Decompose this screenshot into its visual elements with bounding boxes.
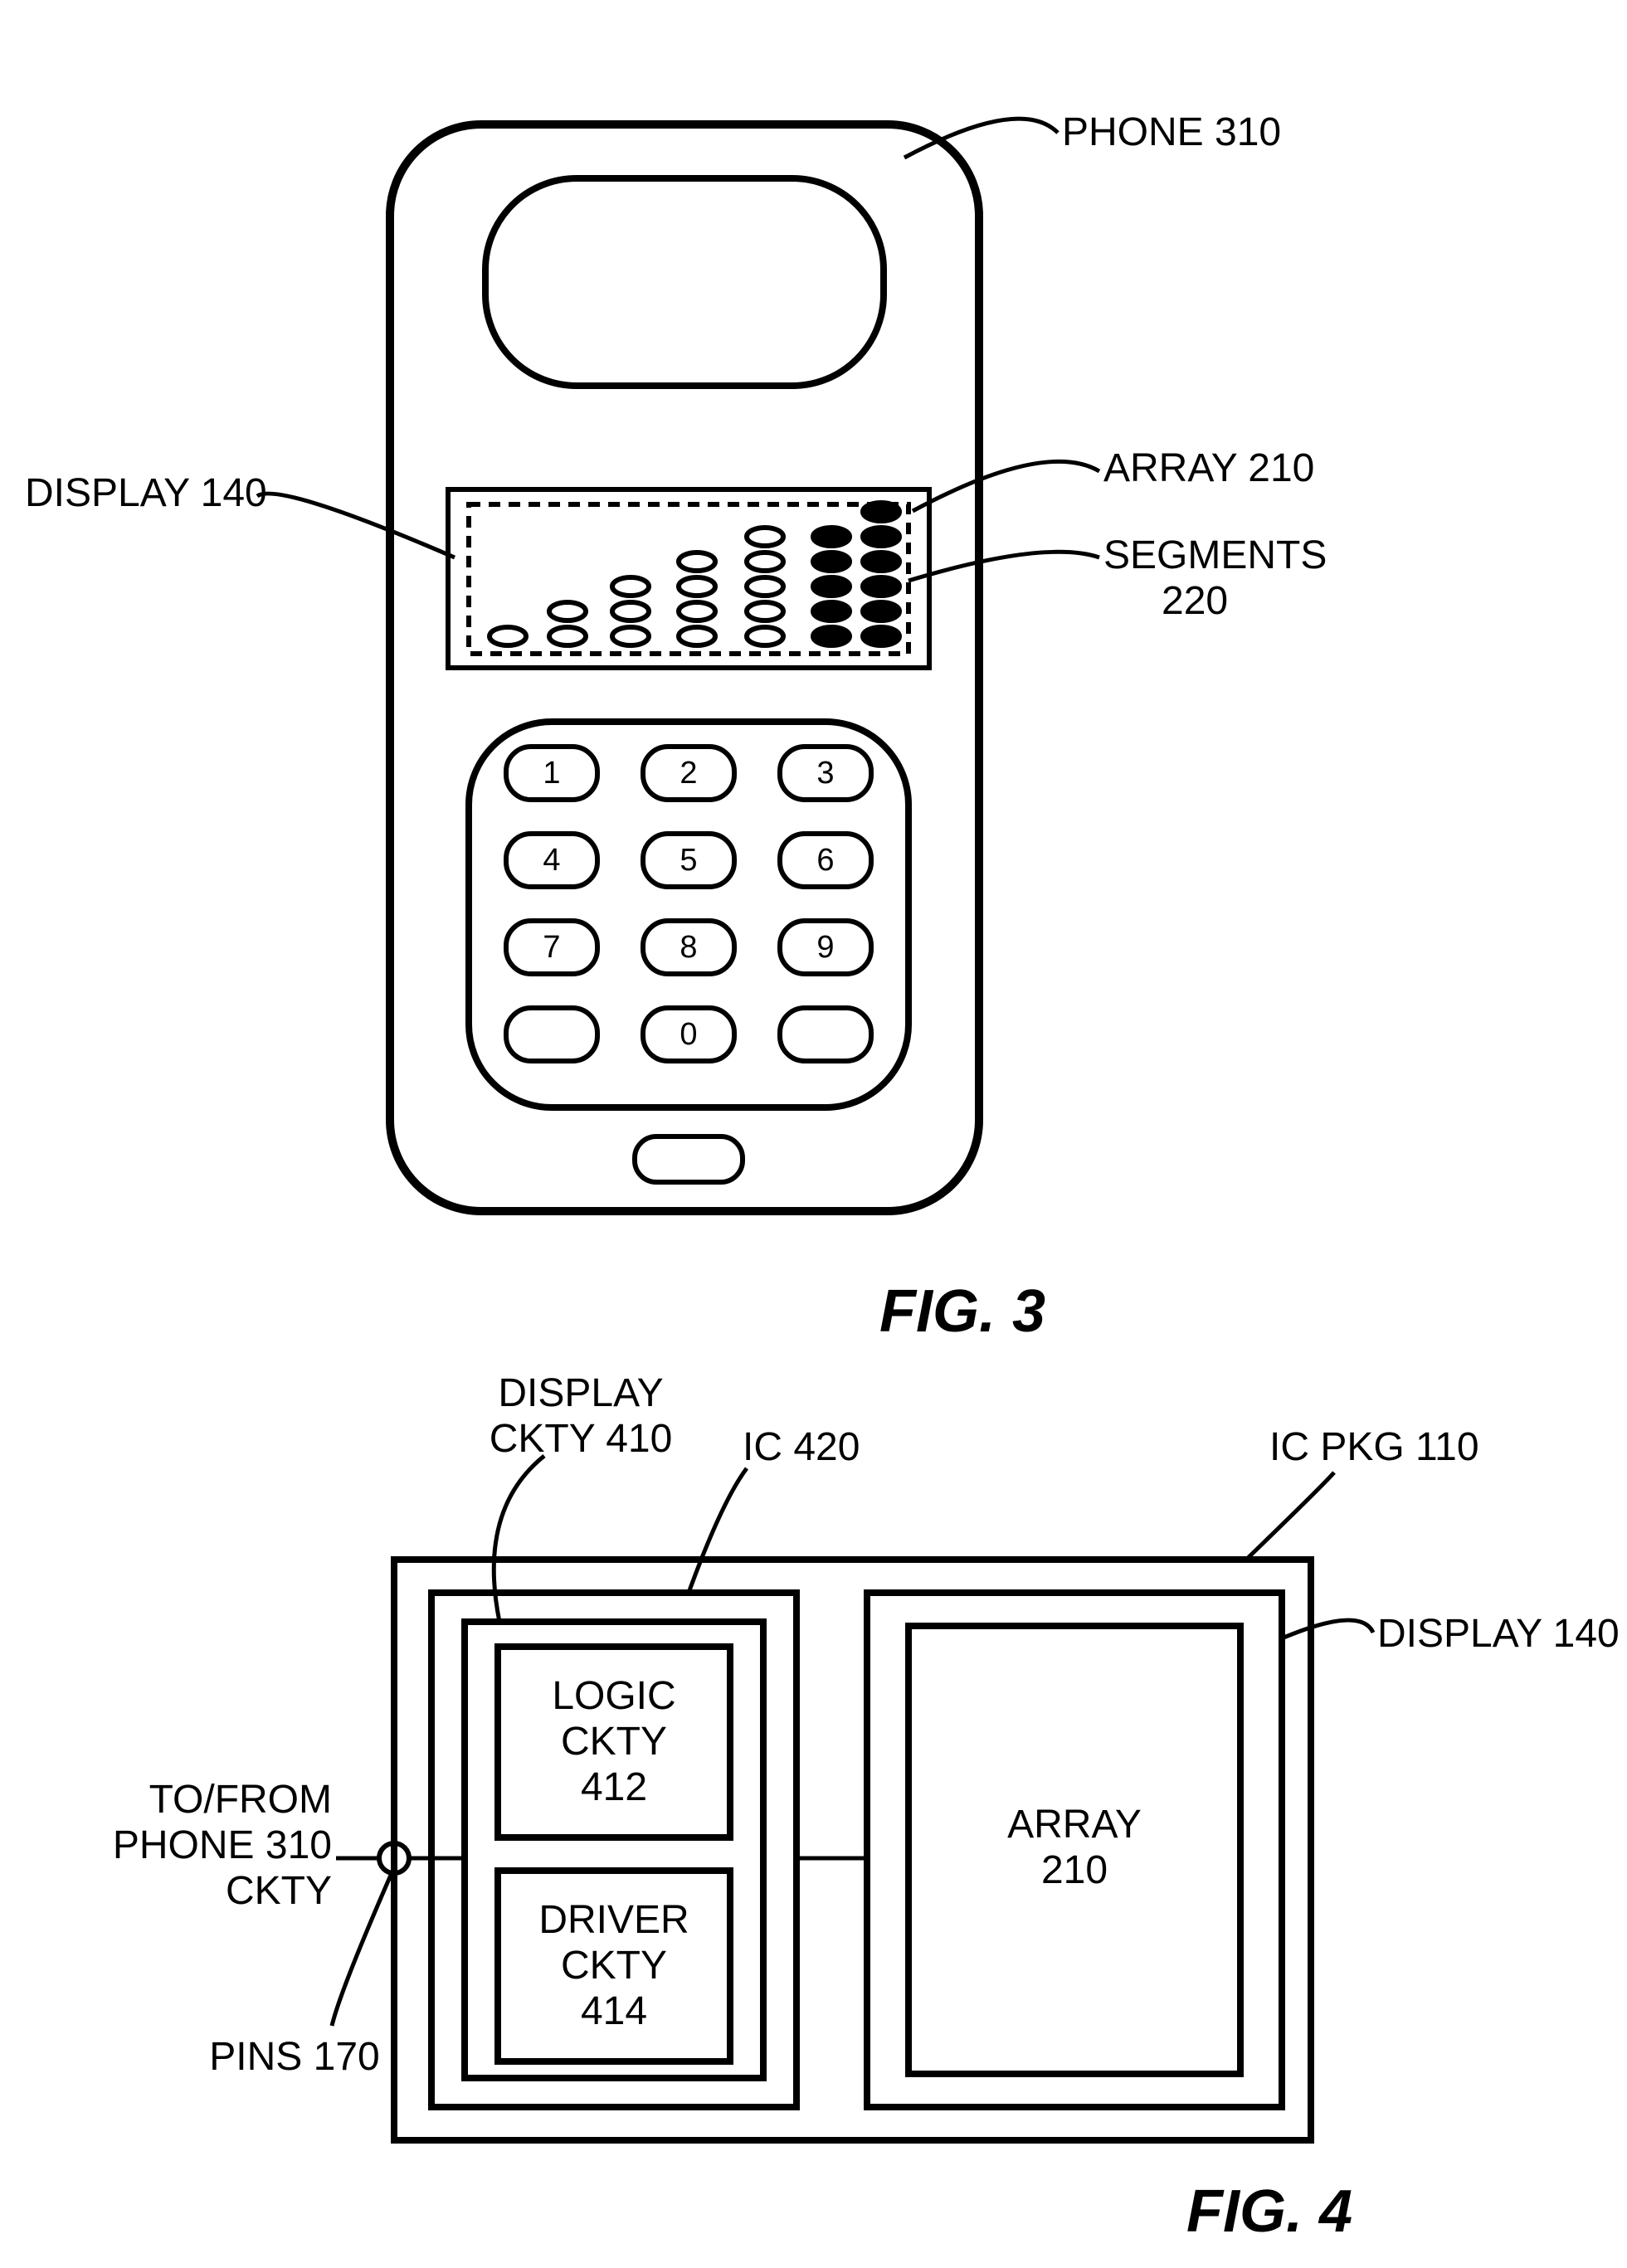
logic-l3: 412 xyxy=(581,1765,647,1809)
segment-ellipse xyxy=(679,577,715,596)
keypad-key-label: 7 xyxy=(543,930,560,965)
label-array-210: ARRAY 210 xyxy=(1103,446,1314,490)
segment-ellipse xyxy=(863,577,899,596)
label-tofrom-l2: PHONE 310 xyxy=(113,1823,332,1867)
label-segments-l1: SEGMENTS xyxy=(1103,533,1327,577)
segment-ellipse xyxy=(863,627,899,645)
segment-ellipse xyxy=(679,602,715,621)
keypad-key-label: 0 xyxy=(680,1017,697,1052)
segment-ellipse xyxy=(813,627,850,645)
segment-ellipse xyxy=(747,577,783,596)
segment-ellipse xyxy=(549,602,586,621)
leader-pins170 xyxy=(332,1873,392,2026)
leader-display xyxy=(257,494,455,557)
label-tofrom-l1: TO/FROM xyxy=(149,1778,332,1822)
keypad-key-label: 3 xyxy=(816,756,834,791)
segment-ellipse xyxy=(863,528,899,546)
segment-ellipse xyxy=(863,602,899,621)
segment-ellipse xyxy=(863,503,899,521)
label-phone-310: PHONE 310 xyxy=(1062,110,1281,154)
segment-ellipse xyxy=(747,552,783,571)
keypad-key-label: 8 xyxy=(680,930,697,965)
keypad-key-label: 5 xyxy=(680,843,697,878)
leader-segments xyxy=(908,552,1099,581)
leader-icpkg xyxy=(1246,1472,1334,1560)
segment-ellipse xyxy=(813,528,850,546)
leader-phone xyxy=(904,119,1058,158)
segment-ellipse xyxy=(747,602,783,621)
segment-ellipse xyxy=(679,627,715,645)
fig3-caption: FIG. 3 xyxy=(879,1278,1045,1345)
mic-button xyxy=(635,1136,743,1182)
segment-ellipse xyxy=(549,627,586,645)
keypad-key-label: 2 xyxy=(680,756,697,791)
segment-ellipse xyxy=(813,552,850,571)
segment-ellipse xyxy=(490,627,526,645)
leader-display140 xyxy=(1282,1620,1373,1638)
leader-ckty410 xyxy=(494,1456,544,1622)
keypad-key-label: 6 xyxy=(816,843,834,878)
segment-ellipse xyxy=(863,552,899,571)
label-display-140: DISPLAY 140 xyxy=(25,471,267,515)
leader-array xyxy=(913,461,1099,511)
segment-ellipse xyxy=(612,602,649,621)
keypad-keys: 1 2 3 4 5 6 7 8 9 0 xyxy=(506,747,871,1061)
figure-3: 1234567890 PHONE 310 ARRAY 210 SEGMENTS … xyxy=(25,110,1327,1345)
driver-l2: CKTY xyxy=(561,1944,667,1988)
segment-ellipse xyxy=(747,528,783,546)
figure-4: LOGIC CKTY 412 DRIVER CKTY 414 ARRAY 210… xyxy=(113,1371,1620,2245)
array-l1: ARRAY xyxy=(1007,1803,1142,1847)
keypad-key-label: 9 xyxy=(816,930,834,965)
label-ic420: IC 420 xyxy=(743,1425,860,1469)
segment-ellipse xyxy=(612,577,649,596)
logic-l2: CKTY xyxy=(561,1720,667,1764)
earpiece-window xyxy=(485,178,884,386)
keypad-key-blank xyxy=(780,1008,871,1061)
segment-ellipse xyxy=(813,577,850,596)
segment-ellipse xyxy=(813,602,850,621)
segment-ellipse xyxy=(679,552,715,571)
keypad-key-label: 1 xyxy=(543,756,560,791)
label-display-ckty-l2: CKTY 410 xyxy=(490,1417,673,1461)
driver-l1: DRIVER xyxy=(538,1898,689,1942)
segments-220 xyxy=(490,503,899,645)
keypad-key-label: 4 xyxy=(543,843,560,878)
driver-l3: 414 xyxy=(581,1989,647,2033)
fig4-caption: FIG. 4 xyxy=(1186,2178,1352,2245)
label-display140: DISPLAY 140 xyxy=(1377,1612,1620,1656)
leader-ic420 xyxy=(689,1468,747,1593)
label-pins170: PINS 170 xyxy=(209,2035,379,2079)
label-segments-l2: 220 xyxy=(1162,579,1228,623)
logic-l1: LOGIC xyxy=(552,1674,675,1718)
segment-ellipse xyxy=(747,627,783,645)
keypad-key-blank xyxy=(506,1008,597,1061)
segment-ellipse xyxy=(612,627,649,645)
label-tofrom-l3: CKTY xyxy=(226,1869,332,1913)
label-icpkg: IC PKG 110 xyxy=(1269,1425,1479,1469)
array-l2: 210 xyxy=(1041,1848,1108,1892)
label-display-ckty-l1: DISPLAY xyxy=(498,1371,663,1415)
